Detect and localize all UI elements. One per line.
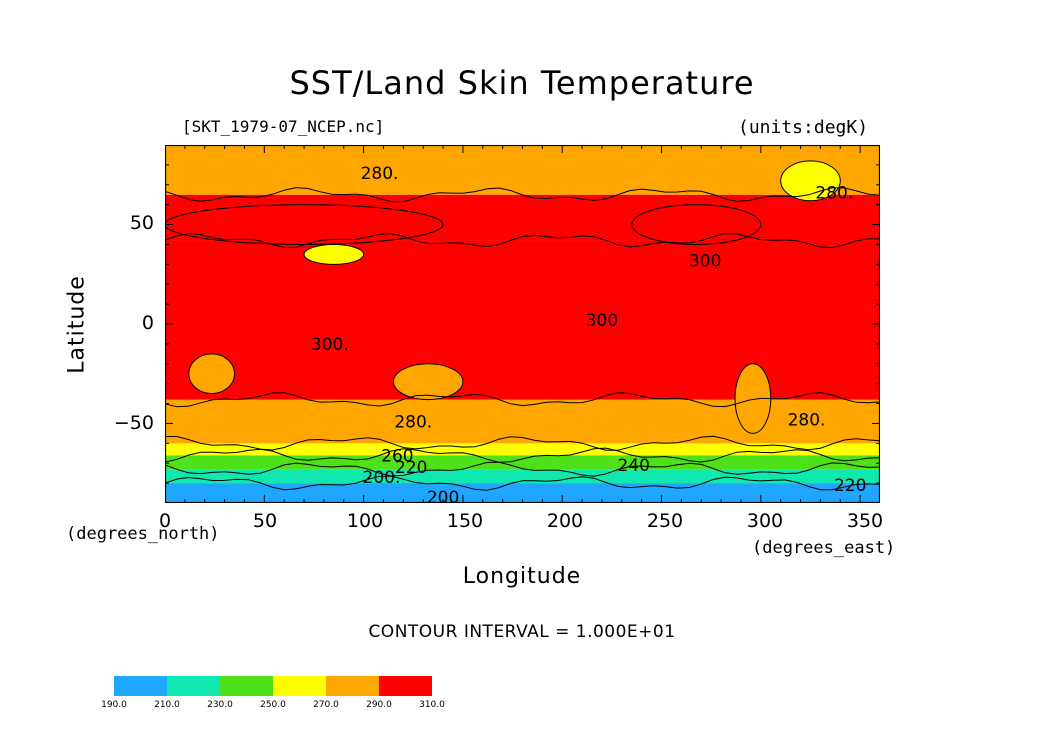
contour-line — [392, 363, 464, 401]
color-bar — [114, 676, 432, 696]
contour-line — [165, 447, 880, 463]
x-tick-label: 350 — [846, 510, 884, 532]
units-label: (units:degK) — [738, 117, 869, 138]
y-tick-label: 0 — [141, 312, 154, 334]
contour-line — [165, 475, 880, 491]
contour-label: 260 — [381, 446, 413, 466]
x-axis-units: (degrees_east) — [752, 538, 896, 558]
colorbar-label: 310.0 — [419, 700, 445, 710]
map-title: SST/Land Skin Temperature — [289, 64, 755, 102]
contour-line — [165, 392, 880, 408]
temperature-band — [165, 469, 880, 484]
colorbar-segment — [379, 676, 432, 696]
contour-line — [188, 353, 236, 395]
contour-label: 280. — [815, 184, 853, 204]
contour-label: 200. — [363, 468, 401, 488]
contour-label: 220 — [834, 476, 866, 496]
contour-line — [165, 435, 880, 451]
temperature-region — [188, 353, 235, 394]
temperature-region — [304, 244, 364, 265]
contour-lines — [165, 160, 880, 491]
temperature-band — [165, 443, 880, 456]
temperature-regions — [165, 160, 841, 434]
colorbar-label: 270.0 — [313, 700, 339, 710]
contour-line — [631, 204, 762, 245]
temperature-band — [165, 145, 880, 195]
contour-line — [165, 461, 880, 477]
y-axis-label: Latitude — [64, 275, 90, 374]
colorbar-label: 230.0 — [207, 700, 233, 710]
contour-line — [780, 160, 841, 202]
x-tick-label: 0 — [158, 510, 172, 532]
contour-line — [734, 363, 772, 434]
colorbar-segment — [273, 676, 326, 696]
contour-label: 280. — [788, 410, 826, 430]
x-axis-label: Longitude — [462, 564, 582, 589]
contour-label: 240 — [617, 456, 649, 476]
x-tick-label: 200 — [546, 510, 584, 532]
contour-line — [165, 204, 444, 245]
contour-label: 200 — [427, 488, 459, 503]
contour-line — [165, 187, 880, 203]
contour-line — [303, 243, 365, 265]
contour-line — [165, 232, 880, 249]
y-tick-label: 50 — [129, 212, 154, 234]
x-tick-label: 100 — [346, 510, 384, 532]
temperature-band — [165, 399, 880, 444]
temperature-region — [631, 204, 761, 245]
temperature-bands — [165, 145, 880, 503]
colorbar-label: 210.0 — [154, 700, 180, 710]
temperature-band — [165, 455, 880, 470]
colorbar-segment — [220, 676, 273, 696]
map-frame — [165, 145, 880, 503]
x-tick-label: 150 — [446, 510, 484, 532]
x-tick-label: 250 — [646, 510, 684, 532]
colorbar-label: 190.0 — [101, 700, 127, 710]
colorbar-label: 290.0 — [366, 700, 392, 710]
contour-label: 220 — [395, 458, 427, 478]
y-tick-label: −50 — [113, 412, 154, 434]
temperature-region — [165, 204, 444, 245]
contour-label: 300 — [689, 251, 721, 271]
contour-interval-label: CONTOUR INTERVAL = 1.000E+01 — [368, 622, 676, 642]
temperature-region — [735, 363, 771, 434]
temperature-region — [780, 160, 841, 201]
colorbar-segment — [326, 676, 379, 696]
y-axis-units: (degrees_north) — [66, 524, 220, 544]
colorbar-label: 250.0 — [260, 700, 286, 710]
contour-label: 300 — [586, 311, 618, 331]
x-tick-label: 300 — [746, 510, 784, 532]
contour-label: 300. — [311, 335, 349, 355]
colorbar-segment — [167, 676, 220, 696]
file-name-label: [SKT_1979-07_NCEP.nc] — [182, 117, 385, 136]
contour-label: 280. — [361, 164, 399, 184]
x-tick-label: 50 — [252, 510, 278, 532]
colorbar-segment — [114, 676, 167, 696]
temperature-band — [165, 483, 880, 503]
contour-label: 280. — [394, 412, 432, 432]
temperature-region — [393, 363, 463, 400]
temperature-band — [165, 240, 880, 400]
